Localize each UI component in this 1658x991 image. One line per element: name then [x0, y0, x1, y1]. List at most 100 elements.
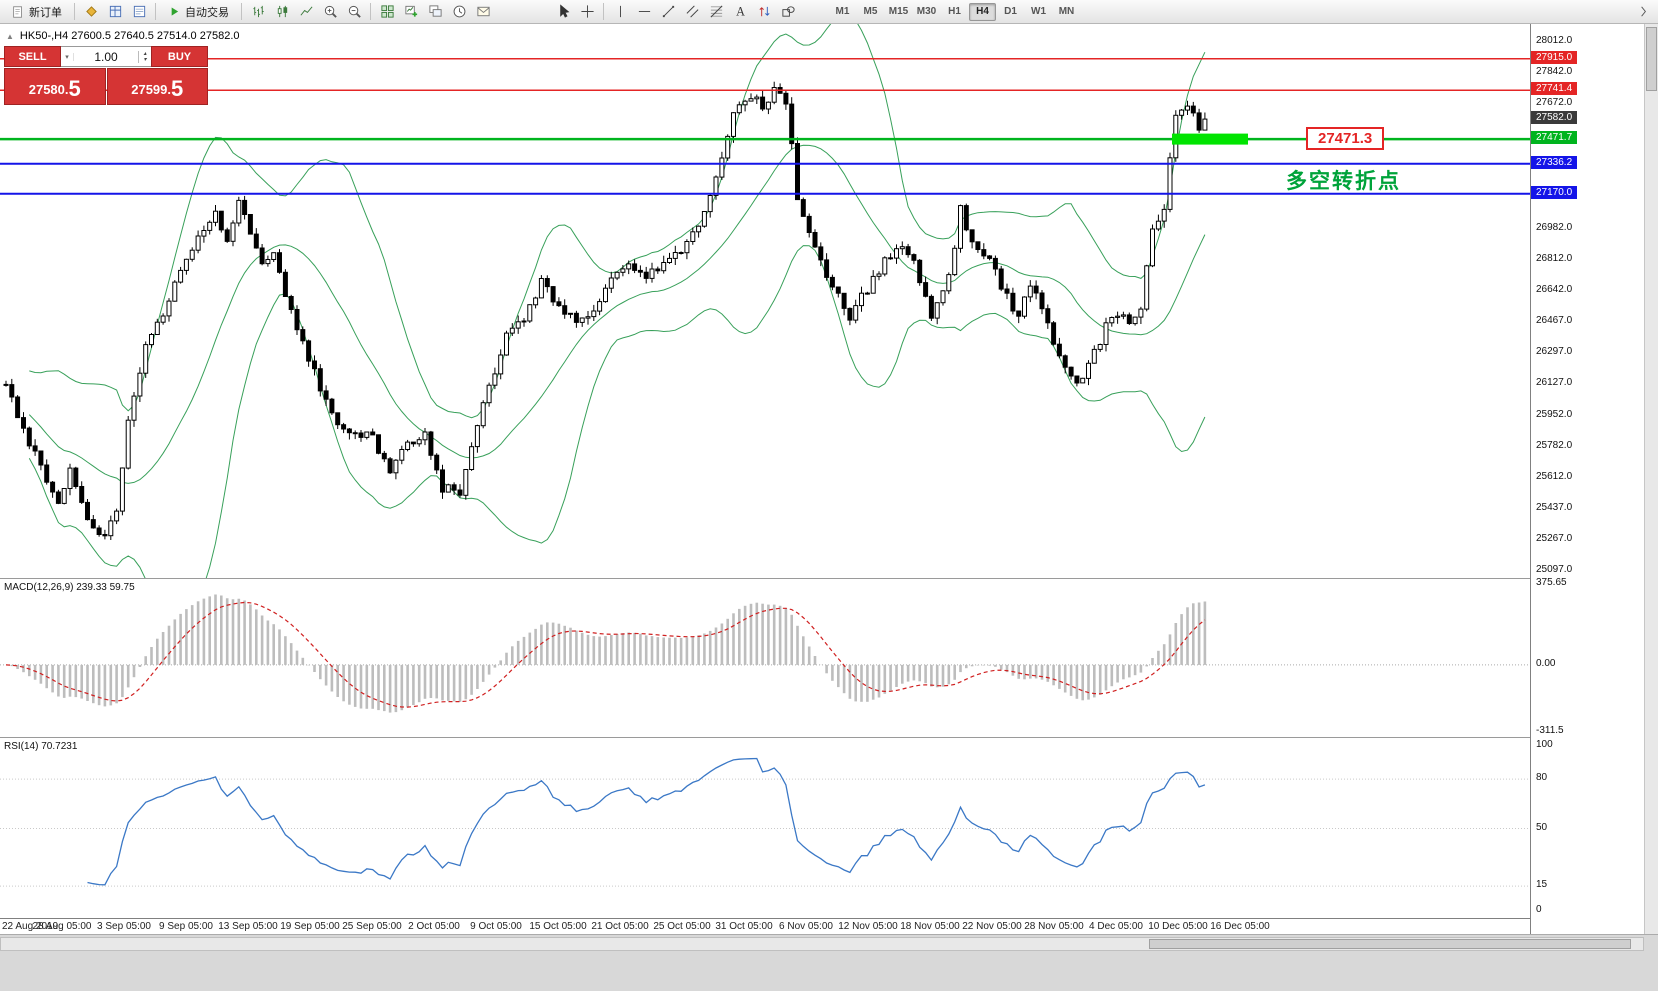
price-axis-label: 27672.0 [1536, 96, 1573, 108]
rsi-panel[interactable]: RSI(14) 70.7231 [0, 737, 1530, 918]
time-axis-label: 31 Oct 05:00 [715, 921, 773, 932]
buy-button[interactable]: BUY [151, 46, 208, 67]
zoom-in-icon[interactable] [319, 2, 341, 22]
shapes-icon[interactable] [777, 2, 799, 22]
price-axis-label: 100 [1536, 739, 1553, 751]
candlestick-chart[interactable] [0, 24, 1530, 578]
collapse-trade-panel-button[interactable]: ▲ [6, 31, 14, 41]
horizontal-scrollbar-thumb[interactable] [1149, 939, 1631, 949]
vertical-scrollbar-thumb[interactable] [1646, 27, 1657, 91]
chart-window[interactable]: ▲ HK50-,H4 27600.5 27640.5 27514.0 27582… [0, 24, 1658, 991]
price-axis-label: 26642.0 [1536, 283, 1573, 295]
timeframe-MN[interactable]: MN [1053, 3, 1080, 21]
price-axis-label: 25612.0 [1536, 470, 1573, 482]
toolbar-separator [603, 3, 604, 20]
spinner-down-icon[interactable]: ▾ [143, 56, 147, 63]
timeframe-D1[interactable]: D1 [997, 3, 1024, 21]
time-axis[interactable]: 22 Aug 2019 28 Aug 05:00 3 Sep 05:00 9 Sep … [0, 918, 1530, 934]
text-icon[interactable]: A [729, 2, 751, 22]
vertical-scrollbar[interactable] [1644, 24, 1658, 934]
symbols-icon[interactable] [80, 2, 102, 22]
macd-panel[interactable]: MACD(12,26,9) 239.33 59.75 [0, 578, 1530, 737]
price-axis-label: 0 [1536, 903, 1542, 915]
volume-spinner[interactable]: ▴ ▾ [138, 50, 151, 63]
auto-trading-button[interactable]: 自动交易 [161, 2, 236, 22]
time-axis-label: 12 Nov 05:00 [838, 921, 898, 932]
price-axis-label: 25782.0 [1536, 439, 1573, 451]
time-axis-label: 9 Sep 05:00 [159, 921, 213, 932]
volume-input[interactable]: ▾ 1.00 ▴ ▾ [61, 46, 151, 67]
price-axis[interactable]: 28012.0 27842.0 27672.0 26982.0 26812.0 26642… [1530, 24, 1644, 934]
toolbar-separator [155, 3, 156, 20]
toolbar-overflow-icon[interactable] [1632, 2, 1654, 22]
main-toolbar: 新订单 自动交易 A M1 M5 M15 M30 H1 H4 D1 W1 MN [0, 0, 1658, 24]
status-strip [0, 934, 1658, 991]
timeframe-H4[interactable]: H4 [969, 2, 996, 21]
channel-icon[interactable] [681, 2, 703, 22]
price-axis-label: 26127.0 [1536, 377, 1573, 389]
market-watch-icon[interactable] [104, 2, 126, 22]
mail-icon[interactable] [472, 2, 494, 22]
sell-button[interactable]: SELL [4, 46, 61, 67]
price-note-label[interactable]: 27471.3 [1306, 127, 1385, 150]
horizontal-scrollbar[interactable] [0, 937, 1644, 951]
fibonacci-icon[interactable] [705, 2, 727, 22]
profiles-icon[interactable] [424, 2, 446, 22]
price-axis-label: 26982.0 [1536, 221, 1573, 233]
price-axis-label: 15 [1536, 879, 1548, 891]
trendline-icon[interactable] [657, 2, 679, 22]
annotation-text[interactable]: 多空转折点 [1286, 170, 1401, 193]
candlestick-chart-icon[interactable] [271, 2, 293, 22]
price-axis-badge: 27170.0 [1531, 185, 1578, 199]
time-axis-label: 15 Oct 05:00 [529, 921, 587, 932]
timeframe-H1[interactable]: H1 [941, 3, 968, 21]
timeframe-M30[interactable]: M30 [913, 3, 940, 21]
toolbar-separator [74, 3, 75, 20]
time-axis-label: 4 Dec 05:00 [1089, 921, 1143, 932]
rsi-chart [0, 757, 1530, 887]
toolbar-separator [241, 3, 242, 20]
arrows-icon[interactable] [753, 2, 775, 22]
spinner-up-icon[interactable]: ▴ [143, 50, 147, 57]
play-icon [168, 5, 181, 18]
time-axis-label: 19 Sep 05:00 [280, 921, 340, 932]
price-axis-label: 80 [1536, 772, 1548, 784]
price-axis-label: 26812.0 [1536, 252, 1573, 264]
bar-chart-icon[interactable] [247, 2, 269, 22]
data-window-icon[interactable] [128, 2, 150, 22]
timeframe-M5[interactable]: M5 [857, 3, 884, 21]
crosshair-icon[interactable] [576, 2, 598, 22]
toolbar-separator [370, 3, 371, 20]
new-order-button[interactable]: 新订单 [4, 2, 69, 22]
time-axis-label: 18 Nov 05:00 [900, 921, 960, 932]
buy-price-button[interactable]: 27599. 5 [106, 68, 208, 105]
tile-windows-icon[interactable] [376, 2, 398, 22]
price-axis-label: 375.65 [1536, 577, 1567, 589]
time-axis-label: 25 Sep 05:00 [342, 921, 402, 932]
volume-dropdown-icon[interactable]: ▾ [61, 52, 74, 61]
line-chart-icon[interactable] [295, 2, 317, 22]
vertical-line-icon[interactable] [609, 2, 631, 22]
timeframe-M1[interactable]: M1 [829, 3, 856, 21]
sell-price-button[interactable]: 27580. 5 [4, 68, 106, 105]
cursor-icon[interactable] [552, 2, 574, 22]
sell-price-pips: 5 [68, 76, 81, 101]
time-axis-label: 28 Nov 05:00 [1024, 921, 1084, 932]
price-axis-label: 26467.0 [1536, 315, 1573, 327]
price-axis-label: 27842.0 [1536, 65, 1573, 77]
zoom-out-icon[interactable] [343, 2, 365, 22]
horizontal-line-icon[interactable] [633, 2, 655, 22]
price-axis-badge: 27741.4 [1531, 82, 1578, 96]
timeframe-M15[interactable]: M15 [885, 3, 912, 21]
new-chart-icon[interactable] [400, 2, 422, 22]
timeframe-W1[interactable]: W1 [1025, 3, 1052, 21]
time-axis-label: 2 Oct 05:00 [408, 921, 460, 932]
price-axis-label: 28012.0 [1536, 35, 1573, 47]
volume-value[interactable]: 1.00 [94, 49, 118, 64]
highlight-rectangle[interactable] [1172, 133, 1248, 145]
chart-title-text: HK50-,H4 27600.5 27640.5 27514.0 27582.0 [19, 30, 240, 42]
chart-title: ▲ HK50-,H4 27600.5 27640.5 27514.0 27582… [6, 30, 240, 42]
clock-icon[interactable] [448, 2, 470, 22]
price-axis-label: 0.00 [1536, 657, 1556, 669]
